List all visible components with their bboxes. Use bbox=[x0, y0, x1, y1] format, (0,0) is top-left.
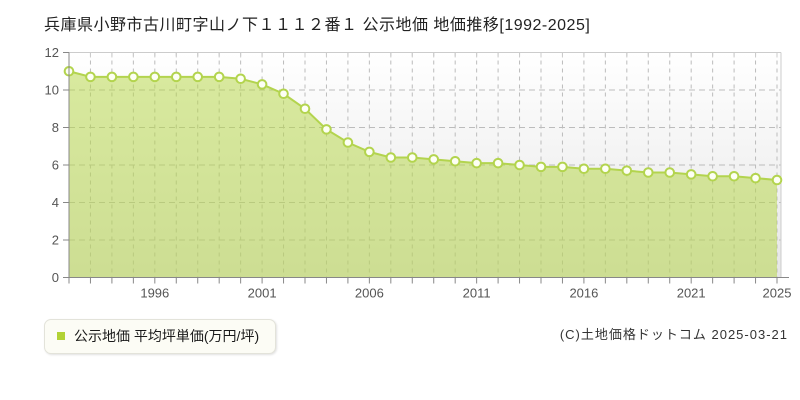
data-point-2002 bbox=[278, 88, 289, 100]
y-tick-label: 6 bbox=[52, 158, 59, 173]
data-point-1996 bbox=[149, 71, 161, 83]
data-point-2001 bbox=[256, 79, 268, 90]
x-tick-label: 2025 bbox=[763, 286, 792, 301]
data-point-2016 bbox=[578, 163, 590, 175]
data-point-1999 bbox=[213, 71, 225, 83]
y-tick-label: 0 bbox=[52, 270, 59, 285]
x-tick-label: 2001 bbox=[248, 286, 277, 301]
data-point-2017 bbox=[600, 163, 611, 175]
y-tick-label: 12 bbox=[45, 45, 59, 60]
legend-series-label: 公示地価 平均坪単価(万円/坪) bbox=[74, 328, 260, 344]
data-point-1993 bbox=[85, 71, 96, 83]
x-tick-label: 2011 bbox=[463, 286, 491, 301]
data-point-2004 bbox=[321, 124, 332, 135]
data-point-2020 bbox=[664, 167, 676, 178]
data-point-2021 bbox=[685, 169, 697, 180]
y-tick-label: 10 bbox=[45, 83, 59, 98]
data-point-2003 bbox=[299, 103, 311, 115]
y-tick-label: 4 bbox=[52, 195, 59, 210]
x-tick-label: 2016 bbox=[569, 286, 598, 301]
x-tick-label: 1996 bbox=[140, 286, 169, 301]
page-title: 兵庫県小野市古川町字山ノ下１１１２番１ 公示地価 地価推移[1992-2025] bbox=[44, 17, 591, 34]
data-point-2024 bbox=[750, 172, 761, 184]
y-tick-label: 8 bbox=[52, 120, 59, 135]
data-point-2006 bbox=[364, 146, 375, 158]
data-point-2009 bbox=[428, 154, 440, 165]
data-point-2012 bbox=[492, 157, 504, 169]
area-fill bbox=[69, 71, 777, 278]
data-point-1998 bbox=[192, 71, 204, 83]
data-point-2014 bbox=[535, 161, 547, 173]
data-point-2025 bbox=[771, 174, 783, 186]
data-point-2011 bbox=[471, 157, 482, 169]
legend-marker-icon bbox=[57, 332, 65, 340]
x-tick-label: 2006 bbox=[355, 286, 384, 301]
data-point-2007 bbox=[385, 152, 397, 163]
data-point-2005 bbox=[342, 137, 354, 148]
data-point-2010 bbox=[449, 155, 461, 167]
x-tick-label: 2021 bbox=[677, 286, 706, 301]
data-point-1997 bbox=[170, 71, 182, 83]
data-point-2008 bbox=[406, 152, 418, 163]
price-trend-area-chart: 0 2 4 6 8 10 12 1996 2001 2006 2011 2016 2021 2025 bbox=[45, 45, 792, 301]
data-point-2000 bbox=[235, 73, 246, 85]
data-point-2022 bbox=[707, 170, 718, 182]
copyright-text: (C)土地価格ドットコム 2025-03-21 bbox=[559, 327, 788, 342]
data-point-2019 bbox=[642, 167, 654, 178]
data-point-1994 bbox=[106, 71, 118, 83]
legend: 公示地価 平均坪単価(万円/坪) bbox=[44, 319, 277, 354]
y-tick-label: 2 bbox=[52, 233, 59, 248]
data-point-2013 bbox=[514, 159, 525, 171]
data-point-2018 bbox=[621, 165, 633, 176]
data-point-2015 bbox=[557, 161, 568, 173]
series-line bbox=[68, 70, 778, 181]
data-point-1995 bbox=[128, 71, 139, 83]
data-point-2023 bbox=[728, 170, 740, 182]
